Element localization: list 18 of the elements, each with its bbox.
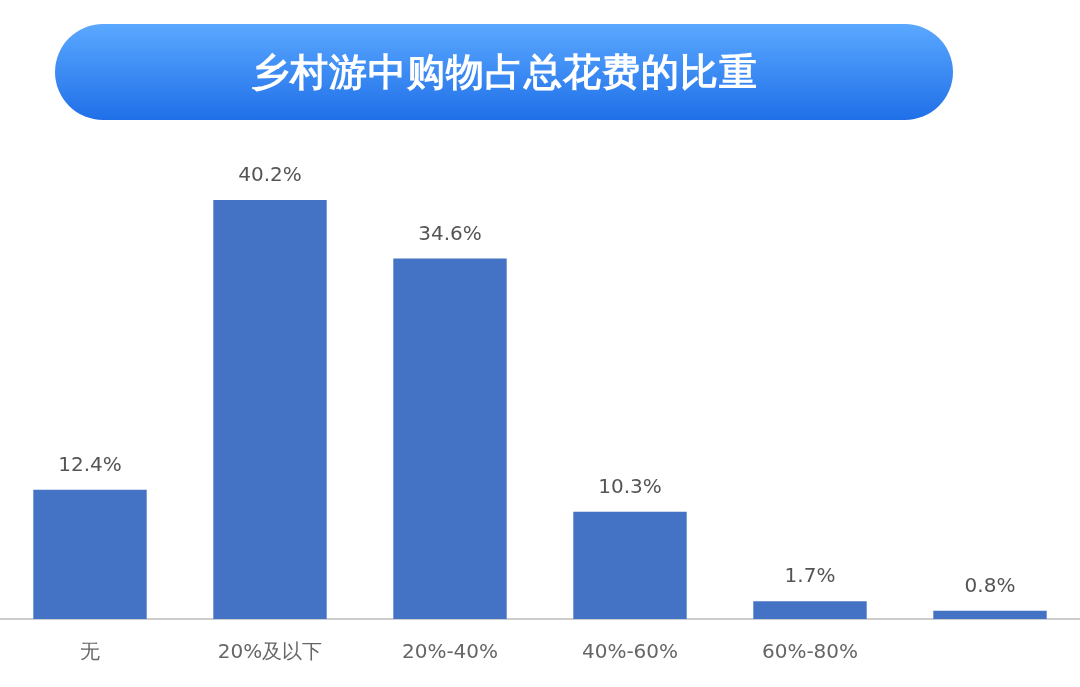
chart-title: 乡村游中购物占总花费的比重 bbox=[55, 24, 953, 120]
data-label: 34.6% bbox=[418, 220, 482, 245]
data-label: 40.2% bbox=[238, 162, 302, 187]
bar bbox=[933, 610, 1047, 619]
bar bbox=[573, 511, 687, 619]
x-tick-label: 20%及以下 bbox=[217, 639, 323, 664]
bar bbox=[33, 489, 147, 619]
x-tick-label: 无 bbox=[80, 639, 100, 664]
x-tick-label: 20%-40% bbox=[401, 639, 499, 664]
x-tick-label: 40%-60% bbox=[581, 639, 679, 664]
data-label: 1.7% bbox=[784, 563, 836, 588]
data-label: 10.3% bbox=[598, 473, 662, 498]
data-label: 12.4% bbox=[58, 451, 122, 476]
bar bbox=[213, 200, 327, 619]
bar bbox=[753, 601, 867, 619]
x-tick-label: 60%-80% bbox=[761, 639, 859, 664]
bar bbox=[393, 258, 507, 619]
data-label: 0.8% bbox=[964, 572, 1016, 597]
